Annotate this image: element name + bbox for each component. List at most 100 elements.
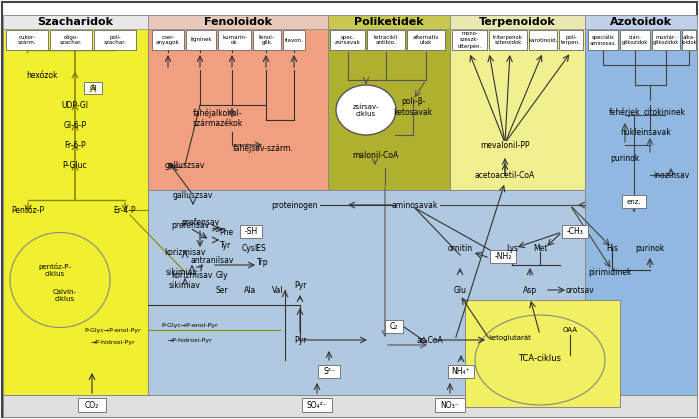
Bar xyxy=(452,30,487,50)
Text: Met: Met xyxy=(533,243,547,253)
Text: malonil-CoA: malonil-CoA xyxy=(352,150,398,160)
Text: mono-
szeszk-
diterpén.: mono- szeszk- diterpén. xyxy=(457,31,482,49)
Text: Fenoloidok: Fenoloidok xyxy=(204,17,272,27)
Text: TCA-ciklus: TCA-ciklus xyxy=(519,354,561,362)
Bar xyxy=(385,320,403,333)
Bar xyxy=(489,30,527,50)
Text: Azotoidok: Azotoidok xyxy=(610,17,672,27)
Text: CO₂: CO₂ xyxy=(85,401,99,409)
Bar xyxy=(3,395,697,417)
Bar xyxy=(588,30,618,50)
Text: galluszsav: galluszsav xyxy=(165,160,206,170)
Bar xyxy=(328,15,450,190)
Text: hexózok: hexózok xyxy=(27,70,58,80)
Bar xyxy=(620,30,650,50)
Text: purinok: purinok xyxy=(610,153,640,163)
Text: triterpenok
szteroidok: triterpenok szteroidok xyxy=(493,35,523,45)
Text: galluszsav: galluszsav xyxy=(173,191,213,199)
Bar xyxy=(3,15,148,29)
Bar xyxy=(84,82,102,94)
Text: Terpenoidok: Terpenoidok xyxy=(479,17,556,27)
Text: zsírsav-
ciklus: zsírsav- ciklus xyxy=(353,103,380,116)
Text: enz.: enz. xyxy=(627,199,641,204)
Bar xyxy=(450,15,585,29)
Text: NO₃⁻: NO₃⁻ xyxy=(440,401,459,409)
Text: flavon.: flavon. xyxy=(284,37,303,42)
Text: →P-hidroxi-Pyr: →P-hidroxi-Pyr xyxy=(168,337,212,342)
Text: cukor-
szárm.: cukor- szárm. xyxy=(17,35,36,45)
Text: fahéjsav-szárm.: fahéjsav-szárm. xyxy=(233,143,294,153)
Text: orotsav: orotsav xyxy=(565,285,594,295)
Bar xyxy=(622,195,646,208)
Text: Pyr: Pyr xyxy=(294,280,306,290)
Bar xyxy=(585,15,697,407)
Bar xyxy=(3,15,148,407)
Text: sikimiav: sikimiav xyxy=(169,280,201,290)
Text: →P-hidroxi-Pyr: →P-hidroxi-Pyr xyxy=(91,339,136,344)
Bar xyxy=(148,190,585,407)
Bar xyxy=(328,15,450,29)
Text: mevaloniI-PP: mevaloniI-PP xyxy=(480,140,530,150)
Text: Ser: Ser xyxy=(216,285,229,295)
Text: korizmisav: korizmisav xyxy=(171,271,212,279)
Text: kumarin-
ok: kumarin- ok xyxy=(222,35,247,45)
Bar xyxy=(367,30,405,50)
Ellipse shape xyxy=(10,233,110,328)
Text: alternativ
utak: alternativ utak xyxy=(412,35,439,45)
Bar xyxy=(585,15,697,29)
Bar xyxy=(330,30,365,50)
Text: fenol-
glik.: fenol- glik. xyxy=(259,35,275,45)
Bar xyxy=(562,225,588,238)
Ellipse shape xyxy=(336,85,396,135)
Text: mustár-
glikozidok: mustár- glikozidok xyxy=(653,35,679,45)
Bar xyxy=(652,30,680,50)
Text: nukleinsavak: nukleinsavak xyxy=(621,127,671,137)
Text: ligninek: ligninek xyxy=(190,37,212,42)
Bar xyxy=(148,15,328,280)
Text: Pyr: Pyr xyxy=(294,336,306,344)
Bar xyxy=(218,30,251,50)
Text: NH₄⁺: NH₄⁺ xyxy=(452,367,470,376)
Text: tetracikli
antibio.: tetracikli antibio. xyxy=(374,35,398,45)
Text: P-Glyc→P-enol-Pyr: P-Glyc→P-enol-Pyr xyxy=(161,323,218,328)
Bar xyxy=(240,225,262,238)
Bar xyxy=(283,30,305,50)
Bar xyxy=(465,300,620,407)
Text: Pentóz-P: Pentóz-P xyxy=(11,205,45,215)
Ellipse shape xyxy=(475,315,605,405)
Text: pentóz-P-
ciklus: pentóz-P- ciklus xyxy=(38,263,71,277)
Bar xyxy=(94,30,136,50)
Bar xyxy=(529,30,557,50)
Text: Gly: Gly xyxy=(216,271,229,279)
Bar xyxy=(490,250,516,263)
Text: cser-
anyagok: cser- anyagok xyxy=(156,35,180,45)
Text: poli-β-
ketosavak: poli-β- ketosavak xyxy=(394,97,433,117)
Text: prefensav: prefensav xyxy=(181,217,219,227)
Text: fahéjalkohol-
származékok: fahéjalkohol- származékok xyxy=(193,108,243,128)
Text: proteinogen: proteinogen xyxy=(272,201,318,210)
Text: -CH₃: -CH₃ xyxy=(567,227,584,236)
Text: alka-
loidok: alka- loidok xyxy=(681,35,697,45)
Bar xyxy=(186,30,216,50)
Text: Val: Val xyxy=(272,285,284,295)
Text: Asp: Asp xyxy=(523,285,537,295)
Bar xyxy=(152,30,184,50)
Bar xyxy=(435,398,465,412)
Text: UDP-Gl: UDP-Gl xyxy=(62,101,89,109)
Text: citokininek: citokininek xyxy=(644,108,686,116)
Text: P-Gluc: P-Gluc xyxy=(63,160,87,170)
Text: Er-4-P: Er-4-P xyxy=(114,205,136,215)
Text: ac-CoA: ac-CoA xyxy=(417,336,443,344)
Text: Glu: Glu xyxy=(454,285,466,295)
Text: Tyr: Tyr xyxy=(220,241,231,249)
Text: Calvin-
ciklus: Calvin- ciklus xyxy=(53,289,77,302)
Text: poli-
terpen.: poli- terpen. xyxy=(561,35,581,45)
Text: Lys: Lys xyxy=(506,243,518,253)
Text: inozinsav: inozinsav xyxy=(653,171,689,179)
Text: ketoglutarát: ketoglutarát xyxy=(489,335,531,341)
Text: Poliketidek: Poliketidek xyxy=(354,17,424,27)
Text: cián-
glikozidok: cián- glikozidok xyxy=(622,35,648,45)
Text: Gl: Gl xyxy=(89,85,96,91)
Text: C₂: C₂ xyxy=(390,322,398,331)
Text: pirimidinek: pirimidinek xyxy=(589,267,632,277)
